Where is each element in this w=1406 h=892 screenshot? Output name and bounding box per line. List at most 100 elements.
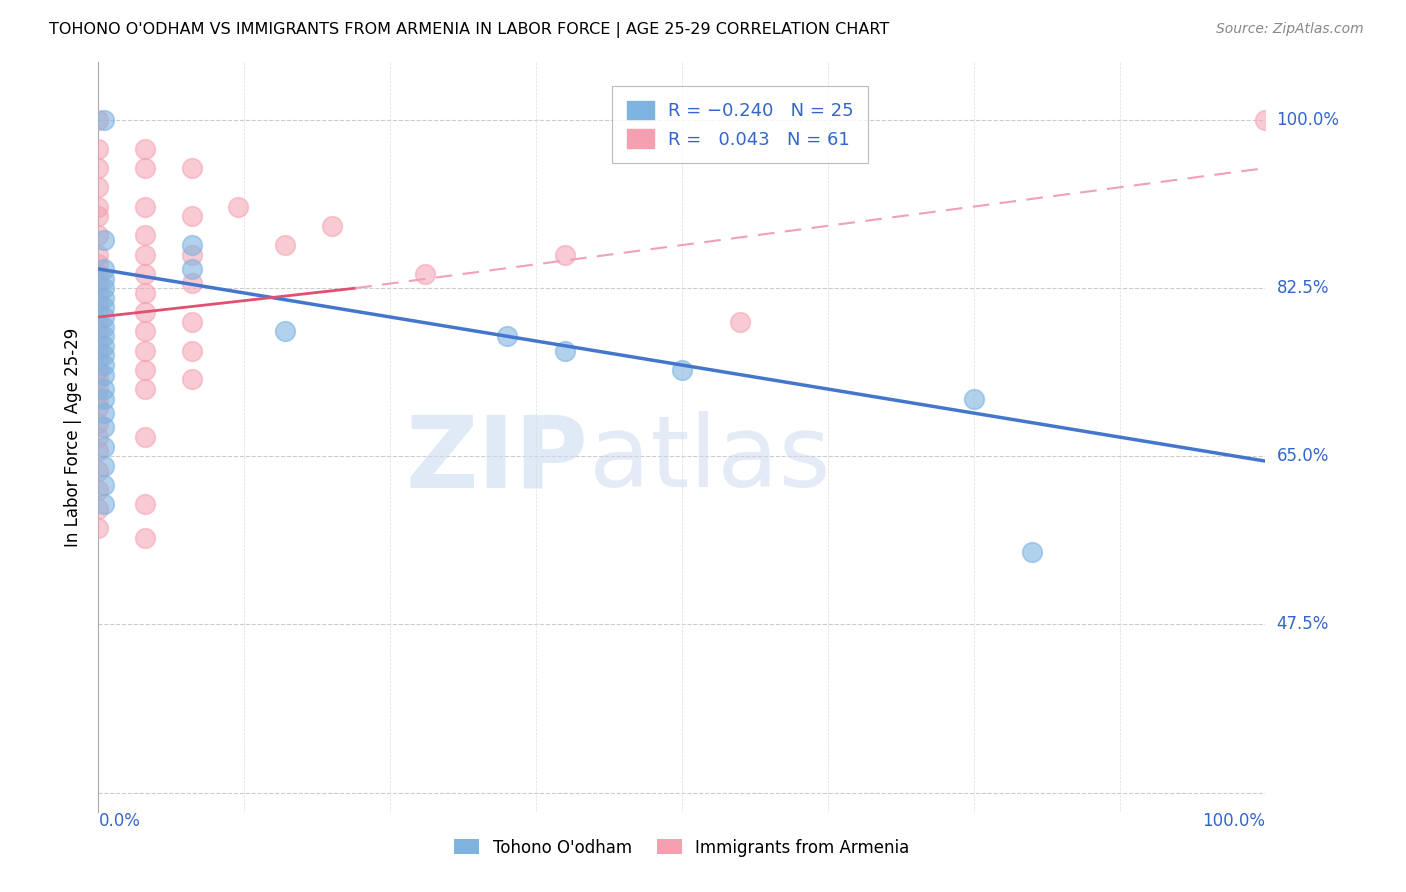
Point [134, 343, 156, 358]
Point [87, 483, 110, 497]
Point [134, 497, 156, 511]
Point [496, 329, 519, 343]
Point [1254, 113, 1277, 128]
Point [87, 305, 110, 319]
Point [134, 531, 156, 545]
Point [87, 521, 110, 535]
Point [87, 277, 110, 291]
Point [87, 228, 110, 243]
Point [93, 478, 115, 492]
Point [180, 343, 202, 358]
Legend: Tohono O'odham, Immigrants from Armenia: Tohono O'odham, Immigrants from Armenia [447, 832, 917, 863]
Text: 100.0%: 100.0% [1202, 812, 1265, 830]
Point [87, 464, 110, 478]
Point [321, 219, 343, 233]
Text: 82.5%: 82.5% [1277, 279, 1329, 297]
Point [180, 372, 202, 386]
Point [180, 247, 202, 261]
Point [180, 209, 202, 223]
Point [134, 228, 156, 243]
Point [180, 277, 202, 291]
Point [87, 392, 110, 406]
Point [93, 392, 115, 406]
Point [180, 238, 202, 252]
Point [87, 247, 110, 261]
Point [180, 315, 202, 329]
Point [554, 343, 576, 358]
Text: 65.0%: 65.0% [1277, 447, 1329, 466]
Point [274, 238, 297, 252]
Point [93, 420, 115, 434]
Point [274, 325, 297, 339]
Point [93, 368, 115, 382]
Point [134, 382, 156, 396]
Point [93, 113, 115, 128]
Text: 0.0%: 0.0% [98, 812, 141, 830]
Point [87, 343, 110, 358]
Point [93, 382, 115, 396]
Point [554, 247, 576, 261]
Point [87, 334, 110, 348]
Point [87, 444, 110, 458]
Point [134, 363, 156, 377]
Point [1021, 545, 1043, 559]
Point [180, 161, 202, 175]
Point [93, 310, 115, 324]
Point [87, 502, 110, 516]
Point [87, 285, 110, 300]
Point [87, 180, 110, 194]
Text: TOHONO O'ODHAM VS IMMIGRANTS FROM ARMENIA IN LABOR FORCE | AGE 25-29 CORRELATION: TOHONO O'ODHAM VS IMMIGRANTS FROM ARMENI… [49, 22, 890, 38]
Point [87, 325, 110, 339]
Point [134, 430, 156, 444]
Point [93, 281, 115, 295]
Point [93, 291, 115, 305]
Point [134, 142, 156, 156]
Point [413, 267, 436, 281]
Point [93, 301, 115, 315]
Point [134, 200, 156, 214]
Y-axis label: In Labor Force | Age 25-29: In Labor Force | Age 25-29 [63, 327, 82, 547]
Point [87, 113, 110, 128]
Point [671, 363, 693, 377]
Point [134, 267, 156, 281]
Point [93, 271, 115, 285]
Point [134, 161, 156, 175]
Point [93, 458, 115, 473]
Point [87, 257, 110, 271]
Text: Source: ZipAtlas.com: Source: ZipAtlas.com [1216, 22, 1364, 37]
Point [87, 401, 110, 416]
Point [93, 358, 115, 372]
Point [93, 339, 115, 353]
Point [93, 406, 115, 420]
Point [87, 209, 110, 223]
Text: 100.0%: 100.0% [1277, 112, 1340, 129]
Text: 47.5%: 47.5% [1277, 615, 1329, 633]
Point [87, 161, 110, 175]
Point [93, 440, 115, 454]
Point [87, 315, 110, 329]
Point [93, 319, 115, 334]
Point [87, 363, 110, 377]
Text: atlas: atlas [589, 411, 830, 508]
Point [87, 200, 110, 214]
Point [87, 416, 110, 430]
Point [730, 315, 752, 329]
Text: ZIP: ZIP [406, 411, 589, 508]
Point [93, 497, 115, 511]
Point [93, 329, 115, 343]
Point [87, 353, 110, 368]
Point [134, 305, 156, 319]
Point [87, 382, 110, 396]
Point [93, 348, 115, 362]
Point [87, 295, 110, 310]
Point [134, 325, 156, 339]
Point [93, 262, 115, 277]
Point [93, 233, 115, 247]
Point [134, 247, 156, 261]
Point [87, 430, 110, 444]
Point [87, 142, 110, 156]
Point [134, 285, 156, 300]
Point [180, 262, 202, 277]
Point [87, 372, 110, 386]
Point [228, 200, 250, 214]
